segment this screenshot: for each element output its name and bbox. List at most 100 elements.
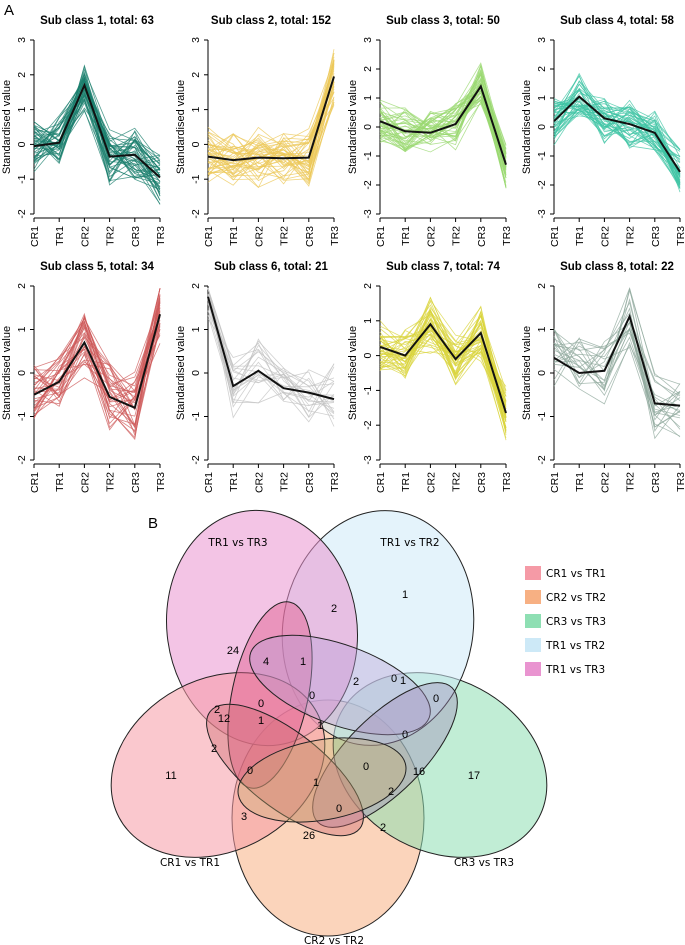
- member-line: [553, 327, 681, 416]
- member-line: [554, 103, 681, 174]
- legend-label: TR1 vs TR3: [545, 664, 605, 676]
- x-tick-label: CR1: [549, 472, 561, 493]
- y-tick-label: 2: [536, 66, 548, 72]
- x-tick-label: TR2: [105, 472, 117, 492]
- member-line: [33, 68, 161, 170]
- member-line: [553, 322, 681, 421]
- y-tick-label: -1: [190, 174, 202, 183]
- y-tick-label: 0: [190, 141, 202, 147]
- x-tick-label: CR3: [130, 226, 142, 247]
- venn-set-cr1-tr1: [110, 672, 326, 858]
- y-tick-label: -2: [190, 209, 202, 218]
- panel-label-b: B: [148, 515, 158, 532]
- venn-count: 12: [218, 713, 230, 725]
- x-tick-label: TR3: [675, 472, 685, 492]
- x-tick-label: CR3: [130, 472, 142, 493]
- x-tick-label: TR2: [105, 226, 117, 246]
- venn-count: 3: [241, 811, 247, 823]
- y-tick-label: 0: [16, 370, 28, 376]
- member-line: [33, 98, 161, 173]
- y-axis-label: Standardised value: [521, 326, 533, 420]
- x-tick-label: CR2: [253, 226, 265, 247]
- venn-count: 0: [309, 690, 315, 702]
- y-tick-label: 0: [362, 124, 374, 130]
- y-axis-label: Standardised value: [175, 326, 187, 420]
- member-line: [379, 323, 507, 409]
- x-tick-label: CR2: [425, 472, 437, 493]
- x-tick-label: CR1: [375, 226, 387, 247]
- x-tick-label: TR3: [329, 472, 341, 492]
- legend-swatch-cr1-tr1: [525, 566, 541, 580]
- x-tick-label: CR3: [304, 472, 316, 493]
- y-tick-label: -2: [362, 420, 374, 429]
- x-tick-label: TR1: [400, 472, 412, 492]
- member-line: [207, 63, 335, 183]
- venn-petal-e: [237, 737, 407, 823]
- member-line: [33, 75, 161, 183]
- mean-line: [379, 322, 507, 414]
- venn-count: 0: [247, 765, 253, 777]
- y-tick-label: -1: [16, 412, 28, 421]
- x-tick-label: CR2: [599, 226, 611, 247]
- y-axis-label: Standardised value: [1, 80, 13, 174]
- member-line: [207, 97, 335, 179]
- member-line: [33, 313, 161, 403]
- venn-label-cr2-tr2: CR2 vs TR2: [304, 935, 364, 945]
- member-line: [207, 75, 335, 163]
- member-line: [553, 301, 681, 428]
- subclass-chart-8: Sub class 8, total: 22 -2 -1 0 1 2 Standardise…: [521, 261, 685, 493]
- member-line: [33, 311, 161, 390]
- x-tick-label: CR1: [29, 472, 41, 493]
- legend-swatch-tr1-tr3: [525, 662, 541, 676]
- member-line: [33, 321, 161, 403]
- venn-count: 1: [258, 715, 264, 727]
- y-tick-label: 3: [362, 37, 374, 43]
- x-tick-label: CR3: [650, 472, 662, 493]
- member-line: [207, 299, 335, 407]
- member-line: [553, 88, 681, 174]
- x-tick-label: TR2: [625, 226, 637, 246]
- member-line: [33, 64, 161, 193]
- y-tick-label: 0: [16, 141, 28, 147]
- x-tick-label: CR2: [253, 472, 265, 493]
- x-tick-label: TR2: [451, 472, 463, 492]
- y-tick-label: -2: [16, 455, 28, 464]
- x-tick-label: CR1: [29, 226, 41, 247]
- member-line: [553, 336, 681, 417]
- x-tick-label: TR3: [155, 226, 167, 246]
- y-tick-label: 1: [190, 107, 202, 113]
- member-line: [33, 88, 161, 190]
- x-tick-label: CR3: [304, 226, 316, 247]
- venn-count: 0: [258, 698, 264, 710]
- y-tick-label: 2: [190, 72, 202, 78]
- member-line: [553, 328, 681, 417]
- legend-swatch-cr2-tr2: [525, 590, 541, 604]
- venn-count: 1: [313, 777, 319, 789]
- subclass-chart-2: Sub class 2, total: 152 -2 -1 0 1 2 3 Standardi…: [175, 15, 341, 247]
- venn-count: 0: [391, 673, 397, 685]
- venn-diagram: 24 2 1 4 1 2 0 2 0 0 1 0 12 1 1 0 2 16 1…: [110, 509, 548, 945]
- member-line: [379, 62, 507, 155]
- legend-label: CR2 vs TR2: [546, 592, 606, 604]
- venn-count: 0: [363, 761, 369, 773]
- y-tick-label: -1: [190, 412, 202, 421]
- member-line: [379, 319, 507, 410]
- venn-count: 0: [336, 803, 342, 815]
- x-tick-label: CR3: [476, 226, 488, 247]
- venn-count: 24: [227, 645, 239, 657]
- member-line: [208, 96, 335, 187]
- x-tick-label: CR2: [79, 226, 91, 247]
- subclass-charts: Sub class 1, total: 63 -2 -1 0 1 2 3 Standardis…: [1, 15, 685, 493]
- y-tick-label: 1: [536, 326, 548, 332]
- chart-title: Sub class 7, total: 74: [386, 261, 500, 273]
- y-tick-label: -2: [362, 180, 374, 189]
- y-tick-label: 1: [536, 95, 548, 101]
- y-tick-label: -2: [536, 180, 548, 189]
- y-tick-label: 2: [536, 283, 548, 289]
- y-tick-label: -1: [16, 174, 28, 183]
- x-tick-label: TR1: [574, 472, 586, 492]
- venn-petal-c: [312, 682, 458, 828]
- chart-title: Sub class 2, total: 152: [211, 15, 331, 27]
- venn-count: 16: [413, 766, 425, 778]
- mean-line: [33, 82, 161, 179]
